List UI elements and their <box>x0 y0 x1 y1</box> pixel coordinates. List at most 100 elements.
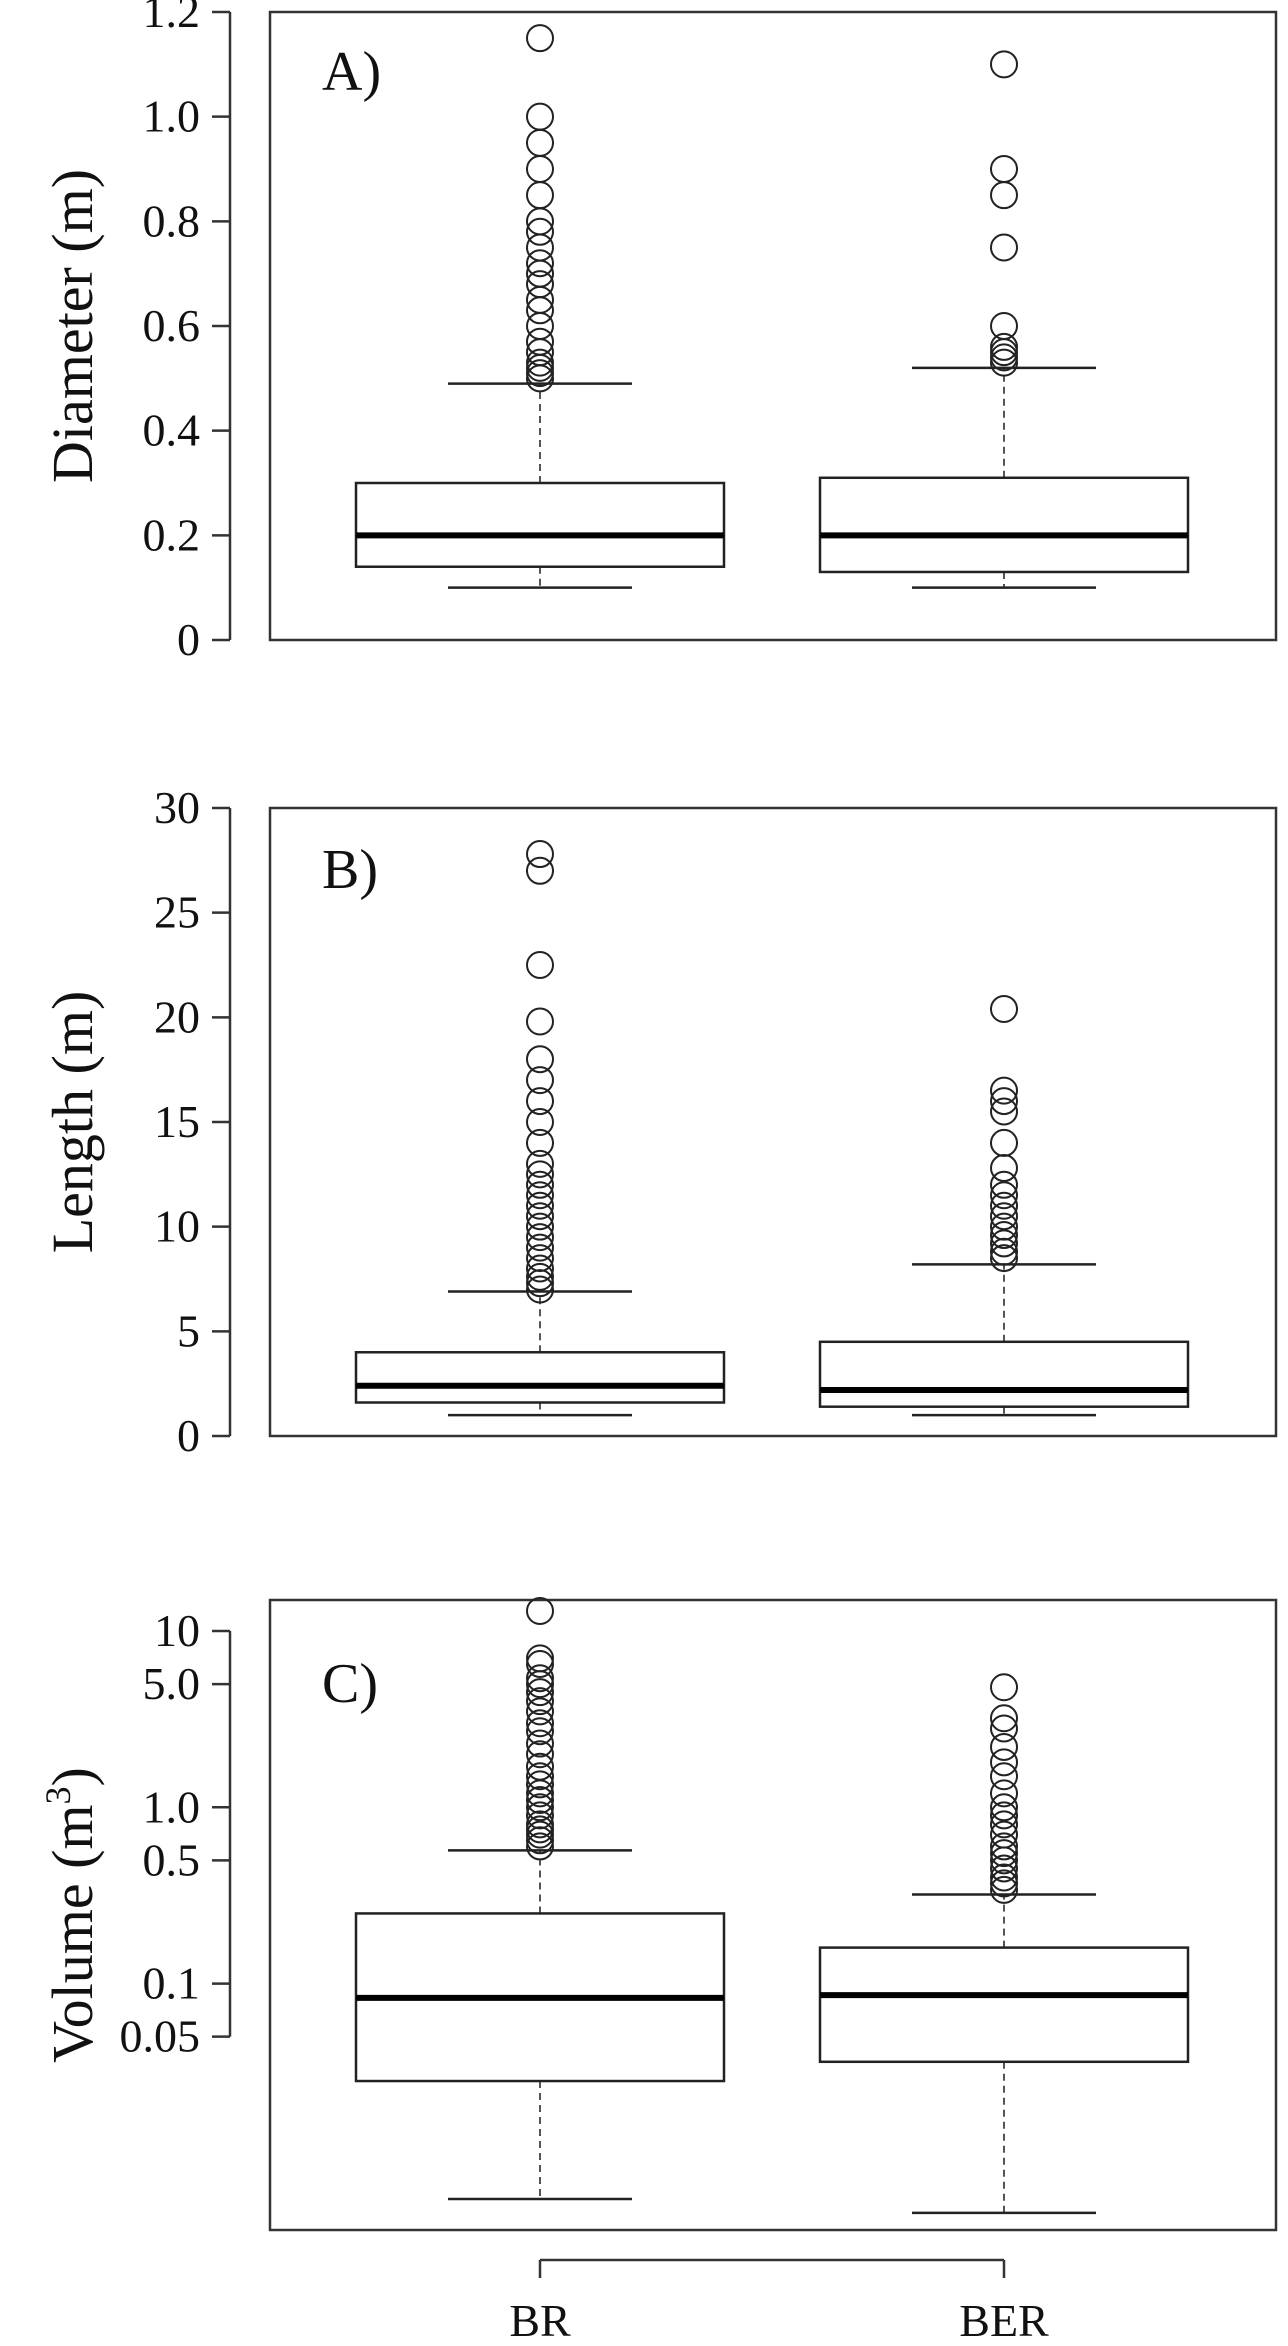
y-tick-label: 0.5 <box>143 1834 201 1885</box>
outlier-point <box>526 1233 554 1262</box>
outlier-point <box>990 1748 1018 1777</box>
y-tick-label: 0 <box>177 1410 200 1461</box>
outlier-point <box>526 1254 554 1283</box>
outlier-point <box>526 102 554 131</box>
outlier-point <box>526 1644 554 1673</box>
outlier-point <box>526 1664 554 1693</box>
outlier-point <box>526 233 554 262</box>
outlier-point <box>526 1717 554 1746</box>
y-axis-label: Volume (m3) <box>38 1767 105 2063</box>
outlier-point <box>990 1732 1018 1761</box>
outlier-point <box>990 1863 1018 1892</box>
y-tick-label: 1.2 <box>143 0 201 37</box>
outlier-point <box>990 1229 1018 1258</box>
outlier-point <box>526 348 554 377</box>
y-tick-label: 0.6 <box>143 300 201 351</box>
outlier-point <box>526 1262 554 1291</box>
box-ber <box>818 994 1190 1417</box>
outlier-point <box>526 1770 554 1799</box>
plot-frame <box>268 806 1278 1438</box>
outlier-point <box>990 1097 1018 1126</box>
outlier-point <box>526 1810 554 1839</box>
outlier-point <box>526 840 554 869</box>
outlier-point <box>990 1128 1018 1157</box>
outlier-point <box>990 348 1018 377</box>
outlier-point <box>526 1687 554 1716</box>
outlier-point <box>526 1223 554 1252</box>
outlier-point <box>526 1066 554 1095</box>
outlier-point <box>990 1875 1018 1904</box>
outlier-point <box>526 1007 554 1036</box>
y-axis-label-superscript: 3 <box>38 1787 78 1805</box>
box-br <box>354 24 726 589</box>
outlier-point <box>990 1801 1018 1830</box>
outlier-point <box>526 1832 554 1861</box>
iqr-box <box>818 476 1190 574</box>
outlier-point <box>526 1786 554 1815</box>
y-axis-label-close: ) <box>40 1767 105 1786</box>
outlier-point <box>990 1820 1018 1849</box>
outlier-point <box>526 1729 554 1758</box>
box-ber <box>818 50 1190 589</box>
outlier-point <box>526 1826 554 1855</box>
outlier-point <box>990 1181 1018 1210</box>
outlier-point <box>990 1779 1018 1808</box>
iqr-box <box>818 1340 1190 1408</box>
outlier-point <box>526 1275 554 1304</box>
outlier-point <box>526 249 554 278</box>
outlier-point <box>526 1678 554 1707</box>
x-tick-label: BER <box>959 2295 1049 2346</box>
panel-label: B) <box>322 839 378 901</box>
outlier-point <box>526 312 554 340</box>
outlier-point <box>526 1128 554 1157</box>
y-tick-label: 0 <box>177 614 200 665</box>
plot-frame <box>268 10 1278 642</box>
outlier-point <box>990 233 1018 262</box>
iqr-box <box>354 1351 726 1404</box>
outlier-point <box>526 1740 554 1769</box>
outlier-point <box>990 1076 1018 1105</box>
iqr-box <box>818 1946 1190 2064</box>
outlier-point <box>990 1244 1018 1273</box>
box-br <box>354 840 726 1417</box>
outlier-point <box>526 1202 554 1231</box>
outlier-point <box>526 1212 554 1241</box>
y-tick-label: 1.0 <box>143 1781 201 1832</box>
outlier-point <box>990 1221 1018 1250</box>
outlier-point <box>990 1704 1018 1733</box>
y-tick-label: 1.0 <box>143 91 201 142</box>
outlier-point <box>990 343 1018 372</box>
outlier-point <box>526 1045 554 1074</box>
outlier-point <box>990 1212 1018 1241</box>
outlier-point <box>990 1839 1018 1868</box>
y-tick-label: 10 <box>154 1201 200 1252</box>
y-axis-label: Length (m) <box>40 991 105 1254</box>
outlier-point <box>526 1149 554 1178</box>
outlier-point <box>526 1650 554 1679</box>
outlier-point <box>990 332 1018 361</box>
outlier-point <box>526 1793 554 1822</box>
panel-c: C) 0.050.1 0.51.0 5.010 Volume (m3) <box>38 1596 1278 2232</box>
outlier-point <box>990 1087 1018 1116</box>
plot-frame <box>268 1598 1278 2232</box>
outlier-point <box>526 24 554 53</box>
outlier-point <box>526 951 554 979</box>
y-tick-label: 30 <box>154 782 200 833</box>
outlier-point <box>526 327 554 356</box>
outlier-point <box>990 1170 1018 1199</box>
y-tick-label: 0.8 <box>143 195 201 246</box>
outlier-point <box>990 50 1018 79</box>
outlier-point <box>526 1191 554 1220</box>
box-ber <box>818 1673 1190 2215</box>
outlier-point <box>526 1181 554 1210</box>
x-axis: BR BER <box>509 2258 1049 2346</box>
y-tick-label: 10 <box>154 1605 200 1656</box>
outlier-point <box>990 1832 1018 1861</box>
outlier-point <box>990 1793 1018 1822</box>
y-tick-label: 0.1 <box>143 1958 201 2009</box>
outlier-point <box>526 1160 554 1189</box>
outlier-point <box>990 1714 1018 1743</box>
outlier-point <box>990 1191 1018 1220</box>
outlier-point <box>526 181 554 210</box>
outlier-point <box>990 1154 1018 1183</box>
